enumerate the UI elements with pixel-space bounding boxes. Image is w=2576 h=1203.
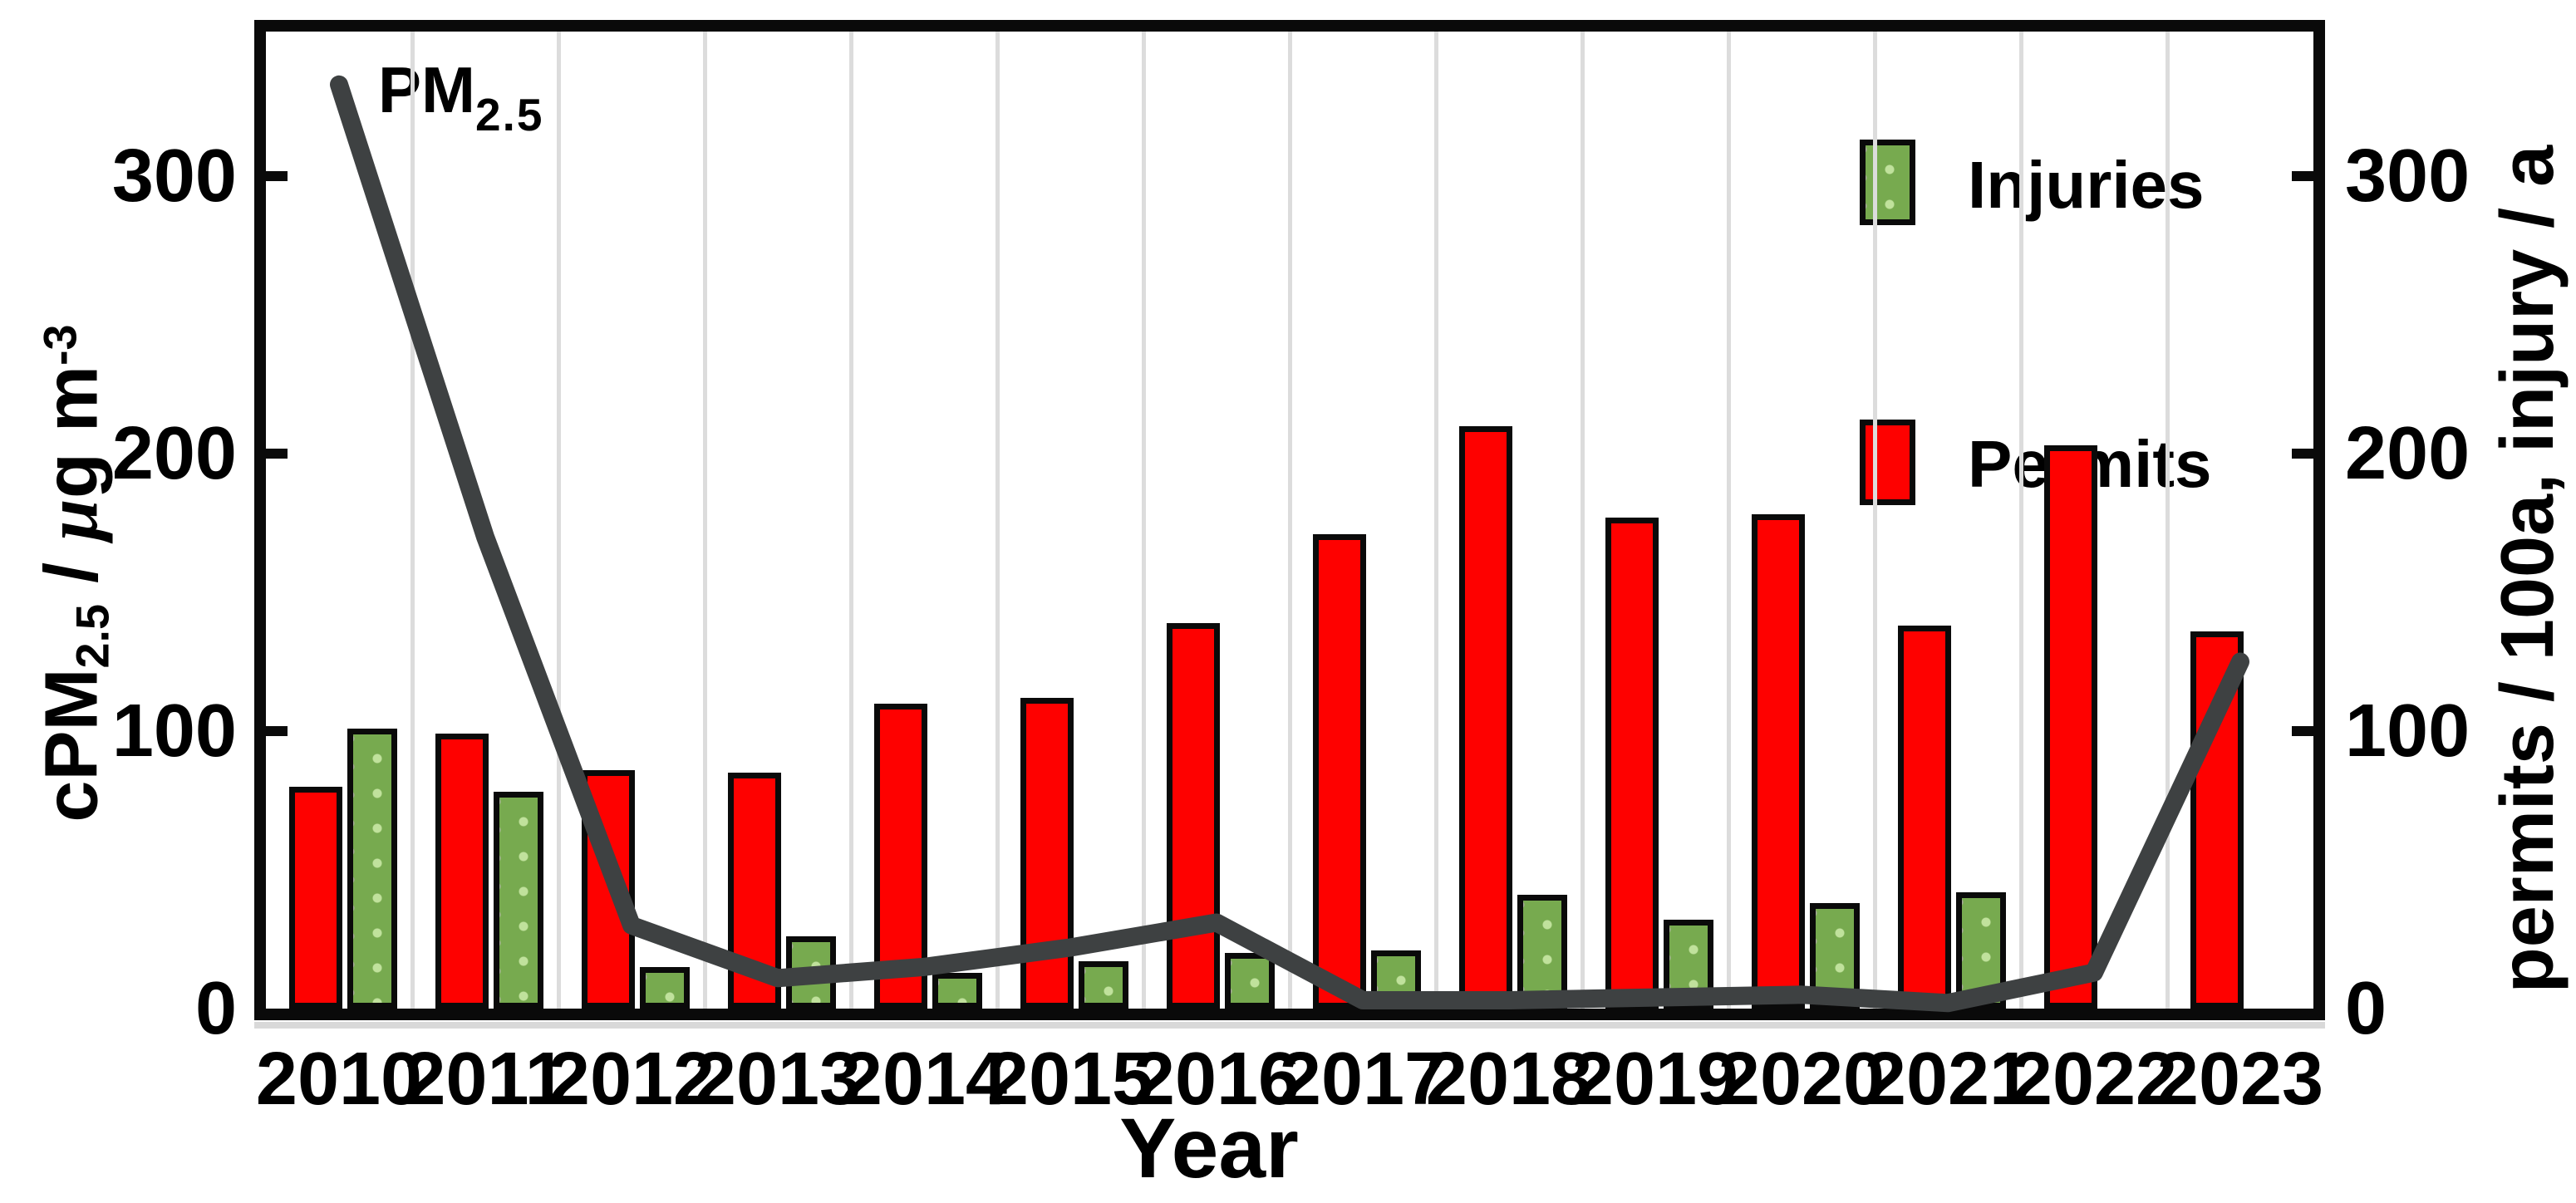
gridline-2011 (410, 32, 415, 1009)
right-tick-300 (2292, 171, 2313, 181)
left-axis-title-sep: / (30, 541, 114, 604)
x-axis-label-2015: 2015 (986, 1038, 1154, 1121)
bar-permits-2020 (1752, 514, 1805, 1009)
legend-label-injuries: Injuries (1968, 148, 2205, 222)
x-axis-label-2023: 2023 (2156, 1038, 2324, 1121)
right-axis-label-200: 200 (2345, 412, 2470, 495)
gridline-2023 (2165, 32, 2170, 1009)
pm25-polyline (330, 75, 2249, 1013)
right-axis-title: permits / 100a, injury / a (2486, 145, 2569, 994)
gridline-2016 (1141, 32, 1146, 1009)
bar-injuries-2014 (932, 972, 982, 1009)
bar-permits-2016 (1167, 622, 1220, 1009)
left-axis-label-0: 0 (194, 967, 237, 1050)
gridline-2019 (1580, 32, 1585, 1009)
bar-injuries-2010 (347, 728, 397, 1009)
gridline-2014 (848, 32, 853, 1009)
pm25-label-base: PM (378, 53, 475, 126)
bar-injuries-2012 (640, 966, 690, 1009)
left-tick-100 (266, 726, 288, 736)
x-axis-label-2014: 2014 (840, 1038, 1008, 1121)
plot-area (266, 32, 2313, 1013)
bar-permits-2010 (289, 786, 342, 1009)
bar-permits-2014 (874, 703, 927, 1009)
x-axis-label-2019: 2019 (1571, 1038, 1739, 1121)
gridline-2015 (995, 32, 1000, 1009)
gridline-2017 (1287, 32, 1292, 1009)
legend-swatch-permits (1860, 420, 1915, 505)
x-axis-shadow (254, 1022, 2325, 1029)
left-axis-label-200: 200 (111, 412, 237, 495)
right-tick-200 (2292, 449, 2313, 459)
left-tick-200 (266, 449, 288, 459)
x-axis-label-2010: 2010 (255, 1038, 423, 1121)
gridline-2021 (1872, 32, 1877, 1009)
gridline-2020 (1726, 32, 1731, 1009)
bar-permits-2021 (1898, 626, 1951, 1009)
left-tick-300 (266, 171, 288, 181)
right-axis-label-0: 0 (2345, 967, 2387, 1050)
bar-injuries-2011 (494, 792, 543, 1009)
bar-permits-2017 (1313, 533, 1366, 1009)
x-axis-label-2011: 2011 (404, 1038, 567, 1121)
bar-permits-2019 (1605, 517, 1659, 1009)
gridline-2012 (556, 32, 561, 1009)
x-axis-label-2021: 2021 (1864, 1038, 2032, 1121)
gridline-2022 (2018, 32, 2023, 1009)
x-axis-label-2017: 2017 (1279, 1038, 1447, 1121)
left-axis-label-100: 100 (111, 690, 237, 773)
bar-permits-2011 (435, 734, 489, 1009)
pm25-series-label: PM2.5 (378, 56, 543, 148)
x-axis-label-2016: 2016 (1133, 1038, 1300, 1121)
right-axis-label-300: 300 (2345, 135, 2470, 218)
bar-permits-2022 (2044, 444, 2097, 1009)
left-axis-label-300: 300 (111, 135, 237, 218)
bar-permits-2018 (1459, 425, 1512, 1009)
right-axis-label-100: 100 (2345, 690, 2470, 773)
pm25-label-subscript: 2.5 (475, 89, 544, 140)
x-axis-label-2020: 2020 (1718, 1038, 1885, 1121)
x-axis-label-2018: 2018 (1425, 1038, 1593, 1121)
gridline-2018 (1433, 32, 1438, 1009)
x-axis-title: Year (1119, 1101, 1299, 1196)
x-axis-label-2012: 2012 (548, 1038, 715, 1121)
left-axis-title-mu: µ (31, 498, 114, 542)
right-tick-100 (2292, 726, 2313, 736)
left-axis-title-sup: -3 (33, 324, 86, 366)
x-axis-label-2022: 2022 (2010, 1038, 2178, 1121)
bar-injuries-2015 (1079, 961, 1128, 1009)
bar-injuries-2016 (1225, 953, 1275, 1009)
left-axis-title-sub: 2.5 (66, 603, 119, 669)
gridline-2013 (702, 32, 707, 1009)
pm25-line (330, 75, 2249, 1013)
x-axis-label-2013: 2013 (694, 1038, 862, 1121)
